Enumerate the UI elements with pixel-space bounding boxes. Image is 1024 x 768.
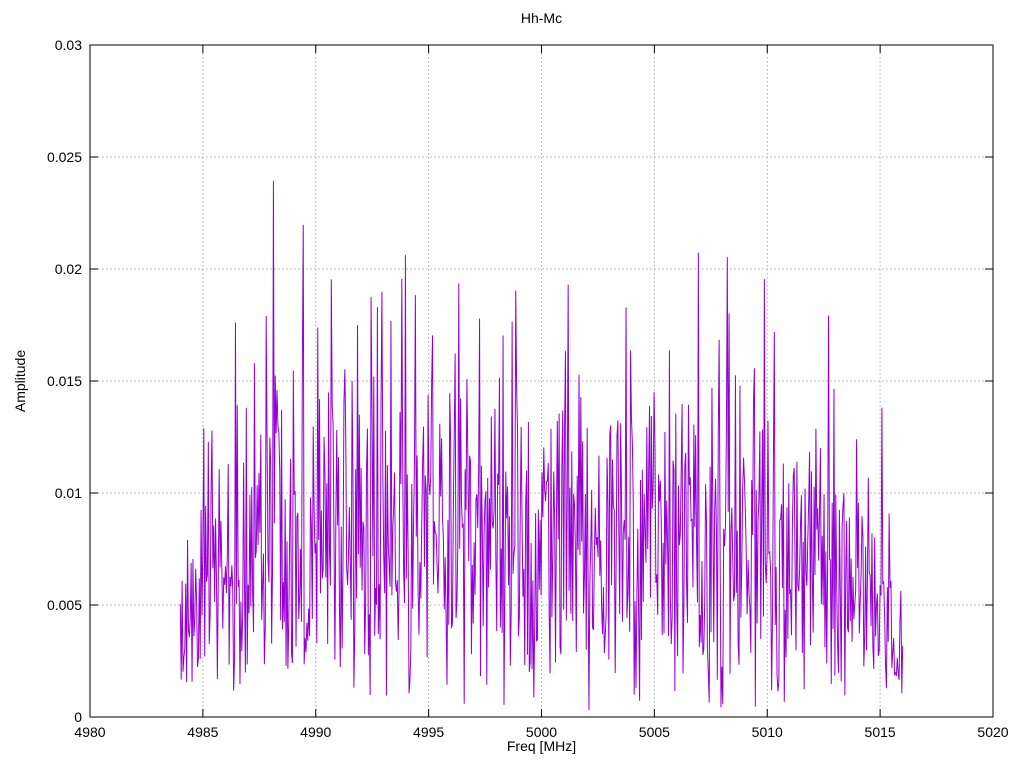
chart-title: Hh-Mc xyxy=(520,10,563,26)
x-axis-label: Freq [MHz] xyxy=(506,738,577,754)
x-tick-label: 5020 xyxy=(977,724,1008,740)
y-tick-label: 0.015 xyxy=(47,373,82,389)
y-tick-label: 0 xyxy=(74,709,82,725)
data-line-hh-mc xyxy=(179,180,904,711)
y-tick-label: 0.01 xyxy=(55,485,82,501)
x-tick-label: 4985 xyxy=(187,724,218,740)
y-tick-label: 0.02 xyxy=(55,261,82,277)
x-tick-label: 5010 xyxy=(752,724,783,740)
plot-border xyxy=(89,44,994,718)
y-tick-label: 0.005 xyxy=(47,597,82,613)
x-tick-label: 5000 xyxy=(526,724,557,740)
x-tick-label: 5015 xyxy=(865,724,896,740)
x-tick-label: 5005 xyxy=(639,724,670,740)
y-tick-label: 0.03 xyxy=(55,37,82,53)
x-tick-label: 4995 xyxy=(413,724,444,740)
x-tick-label: 4980 xyxy=(74,724,105,740)
y-tick-label: 0.025 xyxy=(47,149,82,165)
x-tick-label: 4990 xyxy=(300,724,331,740)
